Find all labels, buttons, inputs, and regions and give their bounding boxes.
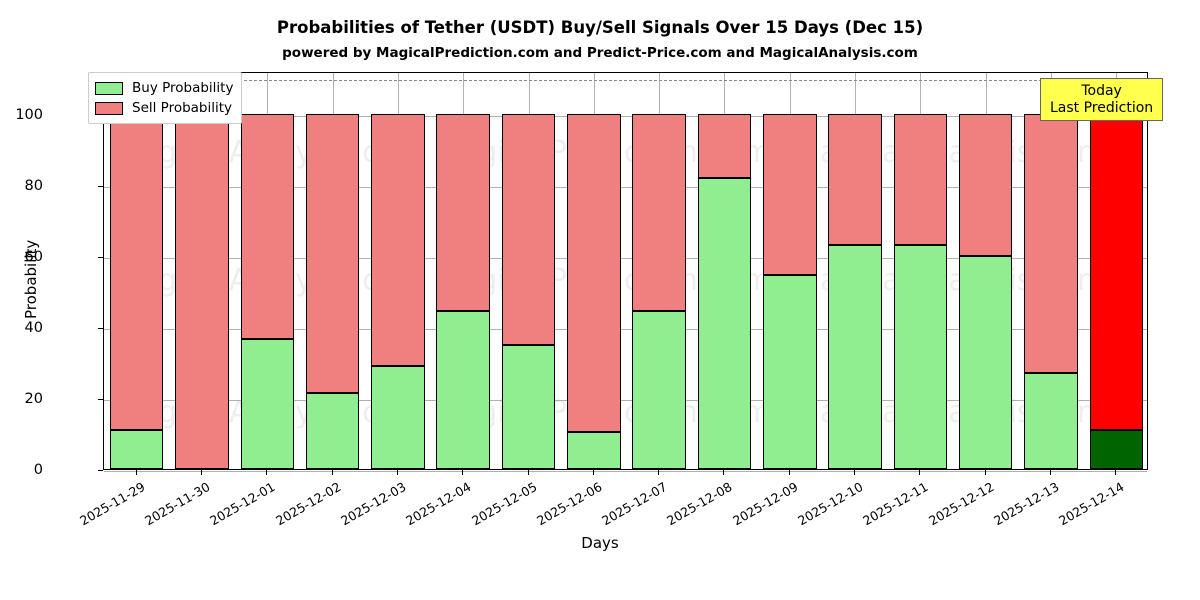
x-axis-tick (462, 470, 464, 475)
today-annotation-line2: Last Prediction (1050, 99, 1154, 116)
gridline-y (104, 115, 1147, 117)
bar-segment-buy[interactable] (697, 177, 752, 469)
bar-segment-sell[interactable] (501, 113, 556, 345)
x-axis-tick (788, 470, 790, 475)
gridline-y (104, 399, 1147, 401)
bar-segment-sell[interactable] (371, 113, 425, 366)
bar-segment-buy[interactable] (893, 245, 948, 469)
y-axis-tick (98, 256, 103, 258)
legend-swatch-sell-icon (95, 101, 123, 115)
today-annotation-line1: Today (1081, 83, 1122, 99)
legend-item-sell[interactable]: Sell Probability (95, 98, 233, 118)
bar-segment-buy[interactable] (632, 310, 686, 469)
y-axis-tick-label: 80 (24, 177, 43, 194)
chart-title: Probabilities of Tether (USDT) Buy/Sell … (276, 18, 924, 37)
x-axis-tick (527, 470, 529, 475)
bar-segment-sell[interactable] (697, 113, 752, 178)
chart-subtitle: powered by MagicalPrediction.com and Pre… (282, 45, 918, 61)
bar-segment-sell[interactable] (632, 113, 686, 311)
x-axis-tick (396, 470, 398, 475)
gridline-y (104, 186, 1147, 188)
bar-segment-sell[interactable] (436, 113, 490, 311)
bar-group[interactable] (763, 71, 817, 469)
y-axis-tick-label: 0 (33, 462, 43, 478)
legend-label-sell: Sell Probability (132, 100, 233, 116)
y-axis-tick-label: 100 (15, 106, 43, 123)
x-axis-tick (1050, 470, 1052, 475)
bar-group[interactable] (893, 71, 948, 469)
bar-group[interactable] (828, 71, 882, 469)
bar-segment-sell[interactable] (763, 113, 817, 276)
bar-group[interactable] (501, 71, 556, 469)
bar-segment-sell[interactable] (109, 113, 164, 430)
bar-group[interactable] (567, 71, 621, 469)
bar-segment-sell[interactable] (567, 113, 621, 432)
bars-layer (104, 73, 1147, 469)
bar-segment-sell[interactable] (175, 113, 229, 469)
x-axis-tick (592, 470, 594, 475)
bar-group[interactable] (697, 71, 752, 469)
bar-segment-buy[interactable] (436, 310, 490, 469)
bar-group[interactable] (1024, 71, 1078, 469)
x-axis-tick (200, 470, 202, 475)
bar-group[interactable] (436, 71, 490, 469)
bar-segment-sell[interactable] (1024, 113, 1078, 374)
x-axis-tick (331, 470, 333, 475)
bar-segment-sell[interactable] (893, 113, 948, 246)
today-annotation: Today Last Prediction (1040, 78, 1164, 122)
bar-group[interactable] (958, 71, 1013, 469)
y-axis-tick (98, 398, 103, 400)
x-axis-tick (723, 470, 725, 475)
bar-segment-buy[interactable] (240, 339, 295, 469)
x-axis-tick (266, 470, 268, 475)
bar-segment-buy[interactable] (958, 255, 1013, 469)
bar-segment-buy[interactable] (109, 429, 164, 469)
bar-segment-sell[interactable] (240, 113, 295, 340)
y-axis-tick-label: 40 (24, 319, 43, 336)
bar-segment-buy[interactable] (1089, 429, 1144, 469)
y-axis-tick-label: 20 (24, 390, 43, 407)
x-axis-tick (854, 470, 856, 475)
y-axis-tick (98, 470, 103, 471)
bar-group[interactable] (305, 71, 360, 469)
bar-segment-sell[interactable] (828, 113, 882, 246)
bar-segment-sell[interactable] (958, 113, 1013, 256)
bar-segment-buy[interactable] (1024, 373, 1078, 469)
bar-group[interactable] (175, 71, 229, 469)
bar-segment-sell[interactable] (1089, 113, 1144, 430)
bar-segment-buy[interactable] (371, 365, 425, 469)
y-axis-tick (98, 327, 103, 329)
x-axis-tick (919, 470, 921, 475)
plot-area: MagicalAnalysis.comMagicalPrediction.com… (103, 72, 1148, 472)
x-axis-tick (658, 470, 660, 475)
legend-swatch-buy-icon (95, 81, 123, 95)
x-axis-tick (135, 470, 137, 475)
bar-group[interactable] (1089, 71, 1144, 469)
bar-segment-buy[interactable] (305, 392, 360, 469)
bar-segment-buy[interactable] (828, 245, 882, 469)
x-axis-title: Days (581, 534, 619, 552)
x-axis-tick (1115, 470, 1117, 475)
legend-label-buy: Buy Probability (132, 80, 234, 96)
bar-group[interactable] (371, 71, 425, 469)
bar-group[interactable] (109, 71, 164, 469)
y-axis-tick-label: 60 (24, 248, 43, 265)
reference-dashed-line (104, 80, 1147, 82)
bar-segment-sell[interactable] (305, 113, 360, 393)
legend-item-buy[interactable]: Buy Probability (95, 78, 233, 98)
x-axis-tick (984, 470, 986, 475)
gridline-y (104, 257, 1147, 259)
y-axis-tick (98, 185, 103, 187)
bar-segment-buy[interactable] (567, 431, 621, 469)
bar-group[interactable] (632, 71, 686, 469)
gridline-y (104, 328, 1147, 330)
gridline-y (104, 471, 1147, 472)
chart-legend: Buy Probability Sell Probability (88, 72, 243, 124)
bar-group[interactable] (240, 71, 295, 469)
bar-segment-buy[interactable] (501, 344, 556, 469)
bar-segment-buy[interactable] (763, 275, 817, 469)
